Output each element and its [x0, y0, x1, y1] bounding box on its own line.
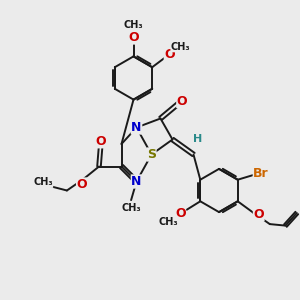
- Text: O: O: [128, 31, 139, 44]
- Text: N: N: [131, 175, 142, 188]
- Text: O: O: [76, 178, 87, 191]
- Text: CH₃: CH₃: [124, 20, 143, 31]
- Text: CH₃: CH₃: [121, 202, 141, 213]
- Text: O: O: [164, 48, 175, 61]
- Text: O: O: [254, 208, 264, 221]
- Text: O: O: [96, 135, 106, 148]
- Text: CH₃: CH₃: [158, 217, 178, 227]
- Text: S: S: [147, 148, 156, 161]
- Text: O: O: [177, 94, 188, 108]
- Text: H: H: [194, 134, 202, 145]
- Text: O: O: [175, 207, 185, 220]
- Text: N: N: [131, 121, 142, 134]
- Text: CH₃: CH₃: [171, 42, 190, 52]
- Text: CH₃: CH₃: [33, 177, 53, 188]
- Text: Br: Br: [253, 167, 269, 180]
